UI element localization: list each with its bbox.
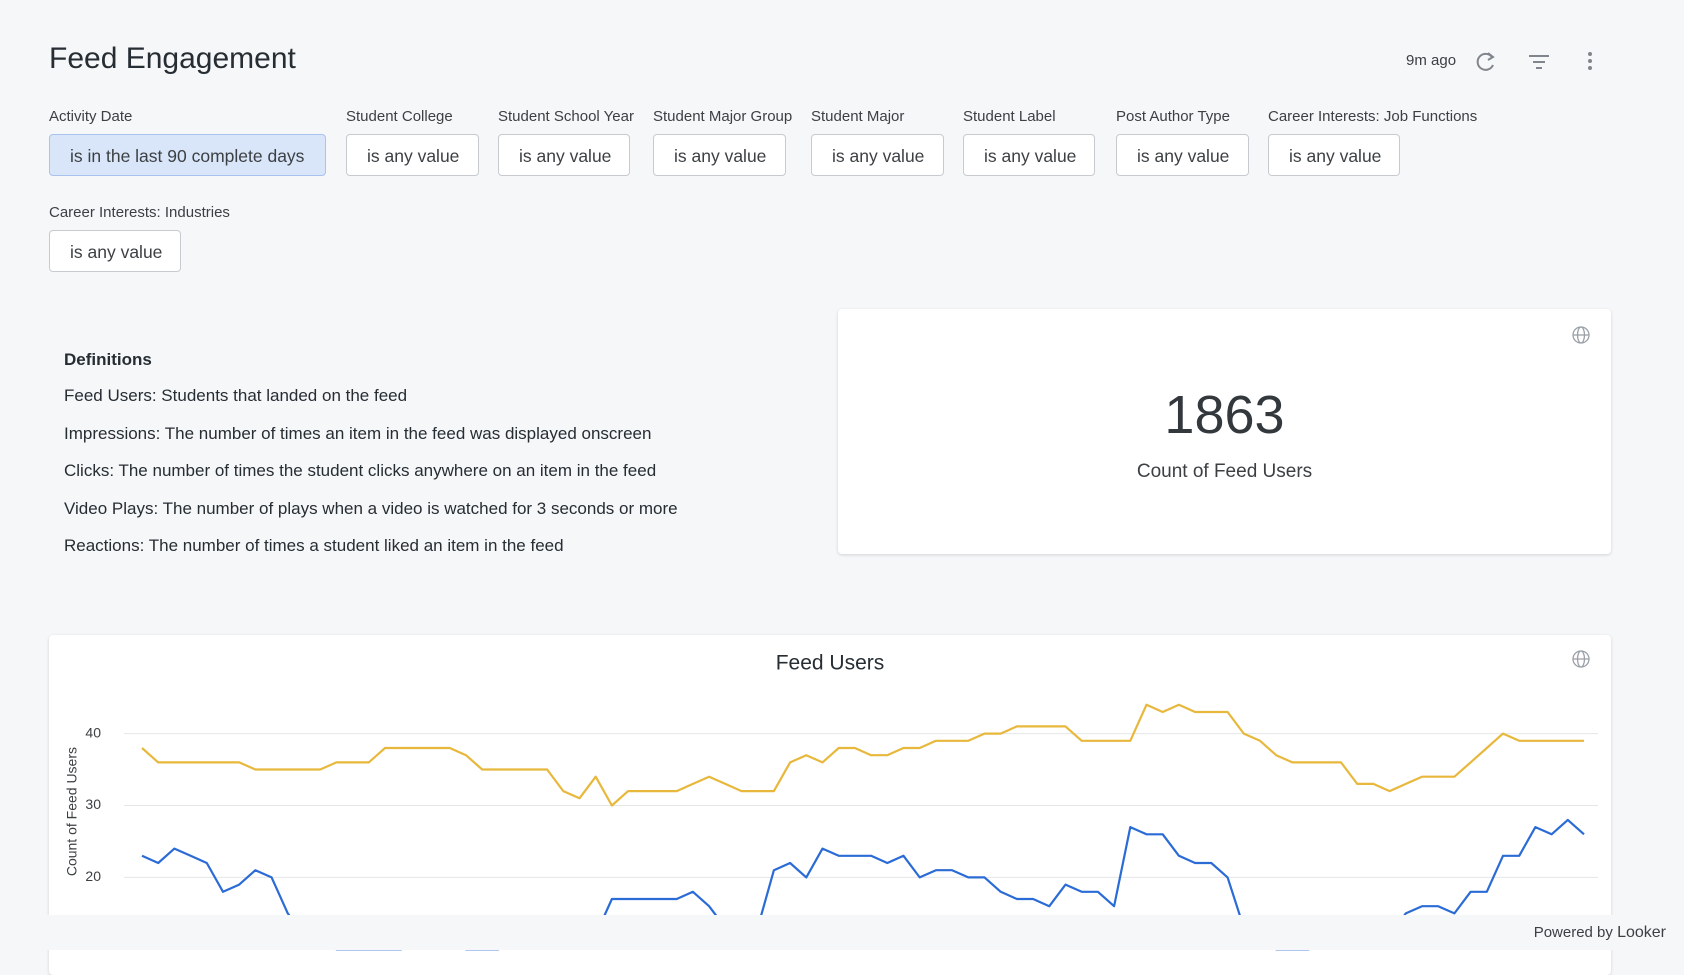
powered-by: Powered by Looker [1534,924,1666,942]
reload-icon[interactable] [1476,52,1494,71]
filter-label: Career Interests: Industries [49,204,230,221]
y-axis-label: Count of Feed Users [64,747,80,876]
footer: Powered by Looker [0,915,1684,950]
y-tick-label: 30 [85,796,101,812]
definition-line: Impressions: The number of times an item… [64,423,652,443]
definition-line: Reactions: The number of times a student… [64,536,564,556]
kpi-value: 1863 [1164,385,1285,445]
definition-line: Feed Users: Students that landed on the … [64,386,408,405]
filter-label: Career Interests: Job Functions [1268,108,1478,125]
filter-label: Student Major [811,108,905,125]
filter-value[interactable]: is any value [346,134,479,176]
last-updated: 9m ago [1406,52,1457,69]
dashboard-title: Feed Engagement [49,42,296,75]
filter-value[interactable]: is any value [653,134,786,176]
filter-value[interactable]: is in the last 90 complete days [49,134,326,176]
filter-value[interactable]: is any value [49,230,181,272]
filter-label: Student School Year [498,108,634,125]
filter-value[interactable]: is any value [811,134,944,176]
globe-icon[interactable] [1571,325,1591,345]
dashboard: Feed Engagement 9m ago Activity Date is i… [0,42,1684,951]
filter-value[interactable]: is any value [1268,134,1400,176]
brand: Looker [1617,924,1666,941]
kpi-label: Count of Feed Users [1136,461,1313,482]
chart-title: Feed Users [776,652,885,675]
filter-value[interactable]: is any value [1116,134,1249,176]
filter-value[interactable]: is any value [963,134,1095,176]
kpi-tile: 1863 Count of Feed Users [838,309,1611,554]
y-tick-label: 20 [85,868,101,884]
globe-icon[interactable] [1572,650,1590,668]
filter-label: Post Author Type [1116,108,1230,125]
filter-value[interactable]: is any value [498,134,630,176]
definition-line: Clicks: The number of times the student … [64,461,657,481]
y-tick-label: 40 [85,724,101,740]
powered-text: Powered by [1533,924,1613,941]
line-series [141,703,1584,807]
filter-label: Student College [346,108,453,125]
filter-label: Student Label [963,108,1056,125]
filter-label: Activity Date [49,108,133,125]
header-icons[interactable] [1474,50,1604,74]
menu-icon[interactable] [1588,52,1592,70]
definitions-title: Definitions [64,350,152,369]
filter-label: Student Major Group [653,108,793,125]
filter-icon[interactable] [1529,55,1549,69]
definition-line: Video Plays: The number of plays when a … [64,498,678,518]
